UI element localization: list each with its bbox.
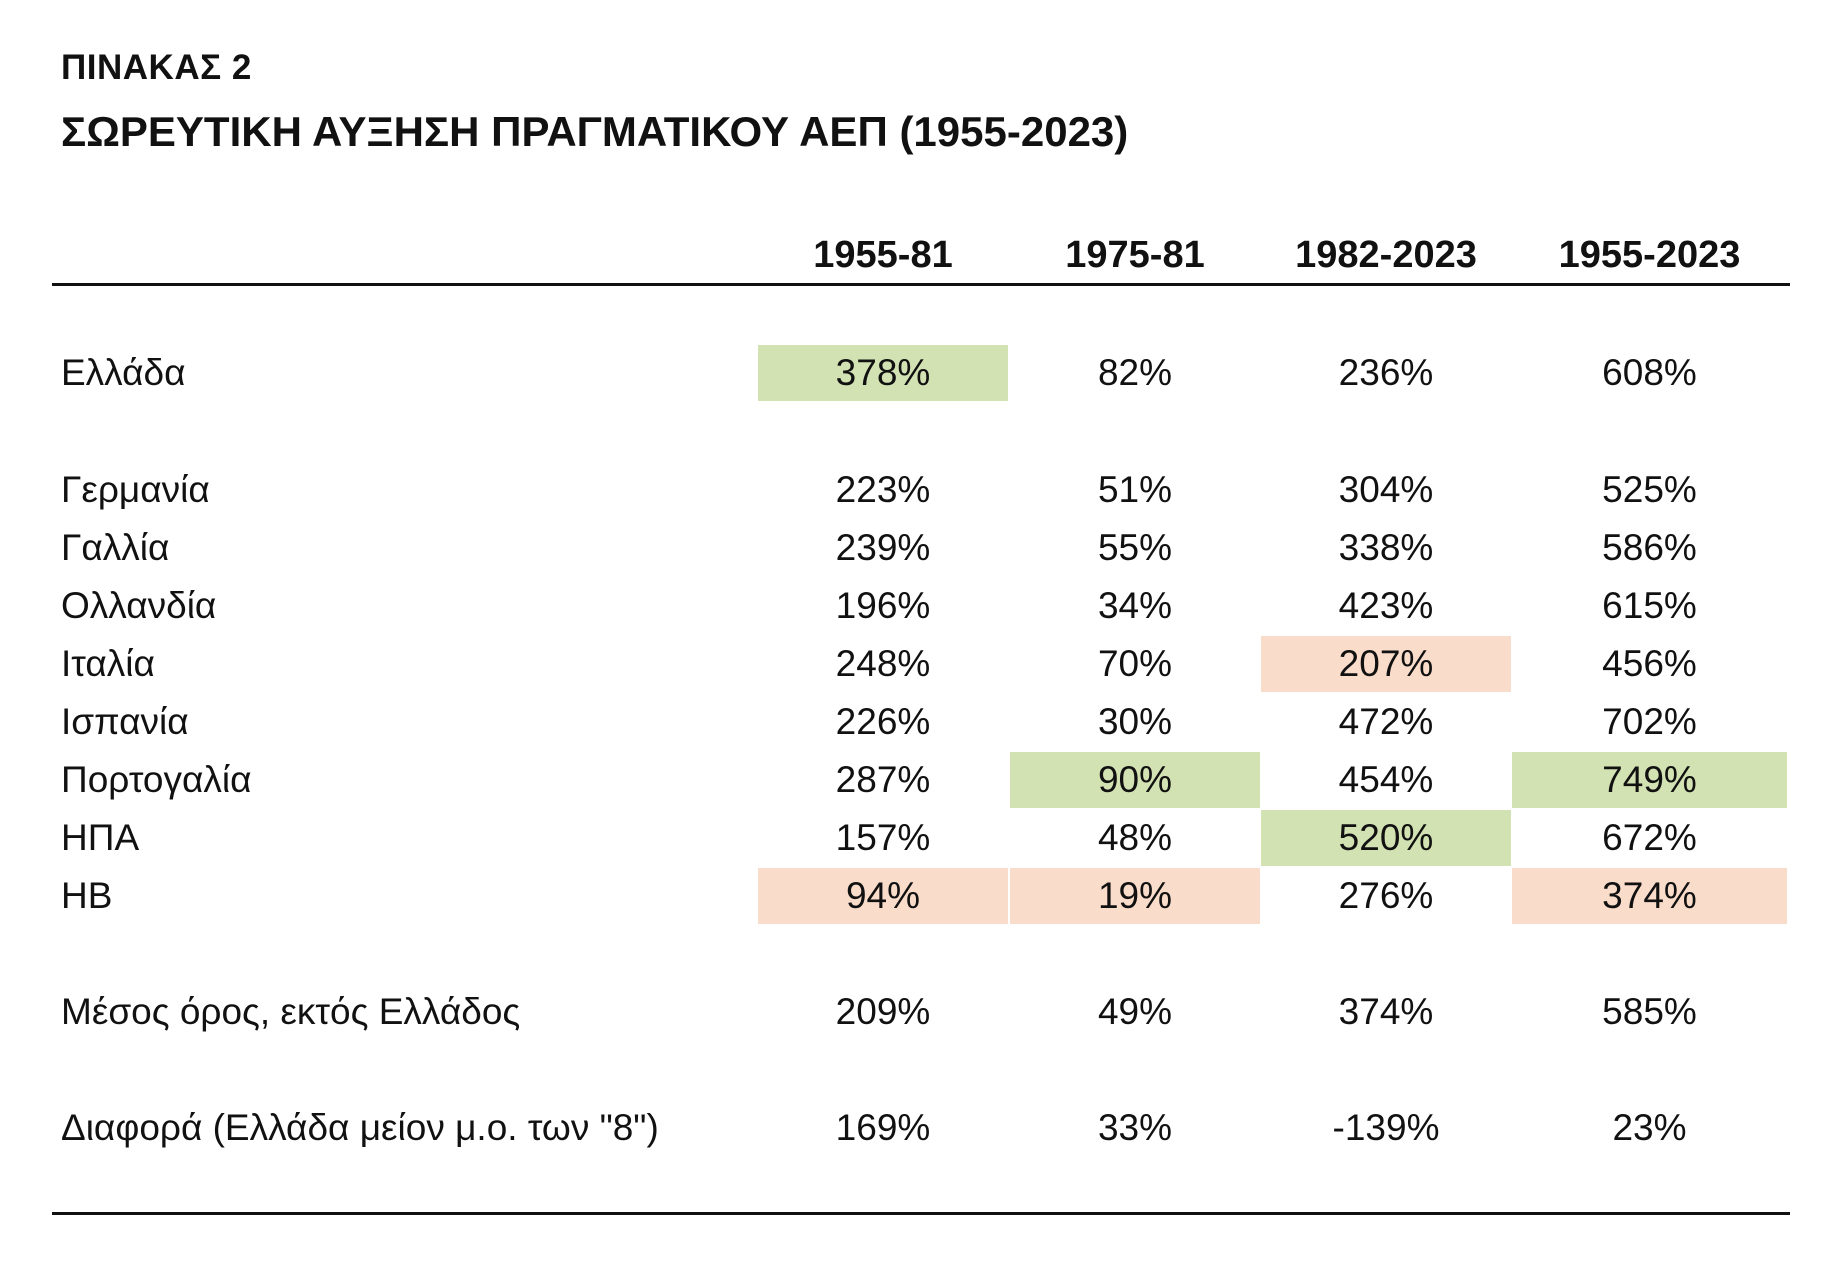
table-row: Γερμανία 223% 51% 304% 525% <box>0 462 1832 518</box>
table-cell: 586% <box>1602 527 1697 568</box>
table-cell: 236% <box>1338 352 1434 393</box>
table-row: Ολλανδία 196% 34% 423% 615% <box>0 578 1832 634</box>
table-cell: 615% <box>1602 585 1697 626</box>
table-cell: 207% <box>1261 636 1511 692</box>
table-cell: 30% <box>1097 701 1173 742</box>
table-row-greece: Ελλάδα 378% 82% 236% 608% <box>0 345 1832 401</box>
row-label: Ολλανδία <box>61 585 217 626</box>
row-label: Γερμανία <box>61 469 210 510</box>
column-header: 1955-81 <box>813 234 953 276</box>
column-header: 1982-2023 <box>1295 234 1477 276</box>
row-label: Μέσος όρος, εκτός Ελλάδος <box>61 991 521 1032</box>
table-cell: 23% <box>1612 1107 1687 1148</box>
table-cell: 304% <box>1338 469 1434 510</box>
table-row: ΗΠΑ 157% 48% 520% 672% <box>0 810 1832 866</box>
row-label: Πορτογαλία <box>61 759 252 800</box>
table-cell: 672% <box>1602 817 1697 858</box>
table-cell: 90% <box>1010 752 1260 808</box>
table-cell: 19% <box>1010 868 1260 924</box>
row-label: Ισπανία <box>61 701 189 742</box>
table-cell: 608% <box>1602 352 1697 393</box>
table-row-difference: Διαφορά (Ελλάδα μείον μ.ο. των "8") 169%… <box>0 1100 1832 1156</box>
table-kicker: ΠΙΝΑΚΑΣ 2 <box>61 48 252 87</box>
table-cell: -139% <box>1332 1107 1440 1148</box>
table-cell: 157% <box>835 817 931 858</box>
table-cell: 472% <box>1338 701 1434 742</box>
table-row-average: Μέσος όρος, εκτός Ελλάδος 209% 49% 374% … <box>0 984 1832 1040</box>
table-row: Ιταλία 248% 70% 207% 456% <box>0 636 1832 692</box>
table-cell: 520% <box>1261 810 1511 866</box>
table-title: ΣΩΡΕΥΤΙΚΗ ΑΥΞΗΣΗ ΠΡΑΓΜΑΤΙΚΟΥ ΑΕΠ (1955-2… <box>61 108 1129 155</box>
row-label: Ελλάδα <box>61 352 186 393</box>
table-cell: 378% <box>758 345 1008 401</box>
table-cell: 223% <box>835 469 931 510</box>
footer-divider <box>52 1212 1790 1215</box>
table-cell: 338% <box>1338 527 1434 568</box>
table-cell: 454% <box>1338 759 1434 800</box>
row-label: Ιταλία <box>61 643 155 684</box>
column-header: 1955-2023 <box>1558 234 1741 276</box>
table-cell: 374% <box>1338 991 1434 1032</box>
table-row: Ισπανία 226% 30% 472% 702% <box>0 694 1832 750</box>
column-header: 1975-81 <box>1065 234 1205 276</box>
row-label: ΗΒ <box>61 875 113 916</box>
table-cell: 374% <box>1512 868 1787 924</box>
table-cell: 276% <box>1338 875 1434 916</box>
table-cell: 48% <box>1097 817 1173 858</box>
table-cell: 239% <box>835 527 931 568</box>
table-row: Γαλλία 239% 55% 338% 586% <box>0 520 1832 576</box>
table-cell: 702% <box>1602 701 1697 742</box>
table-cell: 749% <box>1512 752 1787 808</box>
table-cell: 94% <box>758 868 1008 924</box>
table-cell: 226% <box>835 701 931 742</box>
table-row: ΗΒ 94% 19% 276% 374% <box>0 868 1832 924</box>
table-cell: 196% <box>835 585 931 626</box>
table-cell: 33% <box>1097 1107 1173 1148</box>
row-label: Γαλλία <box>61 527 170 568</box>
table-cell: 55% <box>1097 527 1173 568</box>
table-cell: 585% <box>1602 991 1697 1032</box>
row-label: ΗΠΑ <box>61 817 140 858</box>
table-row: Πορτογαλία 287% 90% 454% 749% <box>0 752 1832 808</box>
row-label: Διαφορά (Ελλάδα μείον μ.ο. των "8") <box>61 1107 659 1148</box>
table-cell: 248% <box>835 643 931 684</box>
table-cell: 169% <box>835 1107 931 1148</box>
table-cell: 82% <box>1097 352 1173 393</box>
table-cell: 287% <box>835 759 931 800</box>
table-cell: 51% <box>1097 469 1173 510</box>
table-cell: 423% <box>1338 585 1434 626</box>
table-cell: 209% <box>835 991 931 1032</box>
table-cell: 70% <box>1097 643 1173 684</box>
table-cell: 49% <box>1097 991 1173 1032</box>
table-cell: 456% <box>1602 643 1697 684</box>
header-divider <box>52 283 1790 286</box>
table-cell: 525% <box>1602 469 1697 510</box>
table-cell: 34% <box>1097 585 1173 626</box>
